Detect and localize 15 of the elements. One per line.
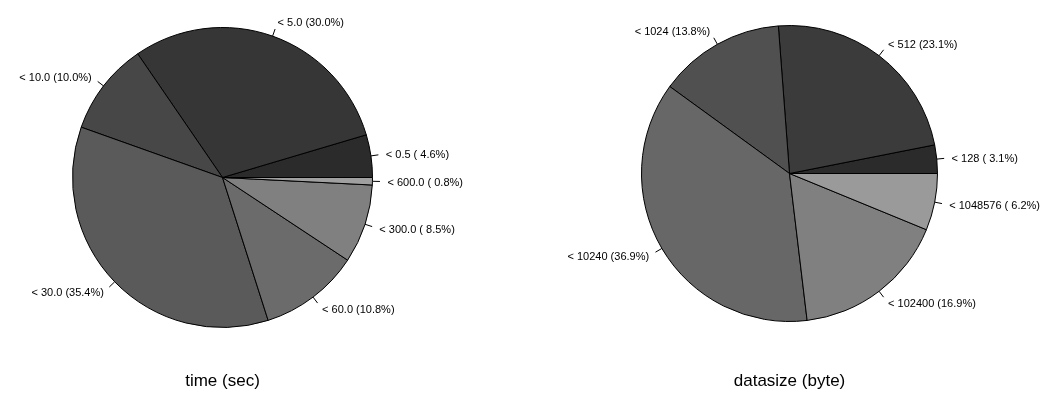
slice-label: < 102400 (16.9%) [888, 297, 976, 310]
slice-label: < 30.0 (35.4%) [31, 286, 104, 299]
text: datasize (byte) [733, 371, 846, 390]
slice-label: < 600.0 ( 0.8%) [387, 175, 463, 188]
slice-label: < 0.5 ( 4.6%) [385, 147, 450, 160]
text: time (sec) [185, 371, 260, 390]
slice-label: < 1048576 ( 6.2%) [949, 199, 1041, 212]
slice-label: < 10240 (36.9%) [567, 249, 650, 262]
slice-label: < 300.0 ( 8.5%) [379, 222, 455, 235]
slice-label: < 1024 (13.8%) [634, 25, 711, 38]
slice-label: < 60.0 (10.8%) [322, 303, 395, 316]
slice-label: < 512 (23.1%) [888, 37, 958, 50]
slice-label: < 5.0 (30.0%) [277, 15, 344, 28]
slice-label: < 128 ( 3.1%) [951, 151, 1018, 164]
slice-label: < 10.0 (10.0%) [19, 70, 92, 83]
